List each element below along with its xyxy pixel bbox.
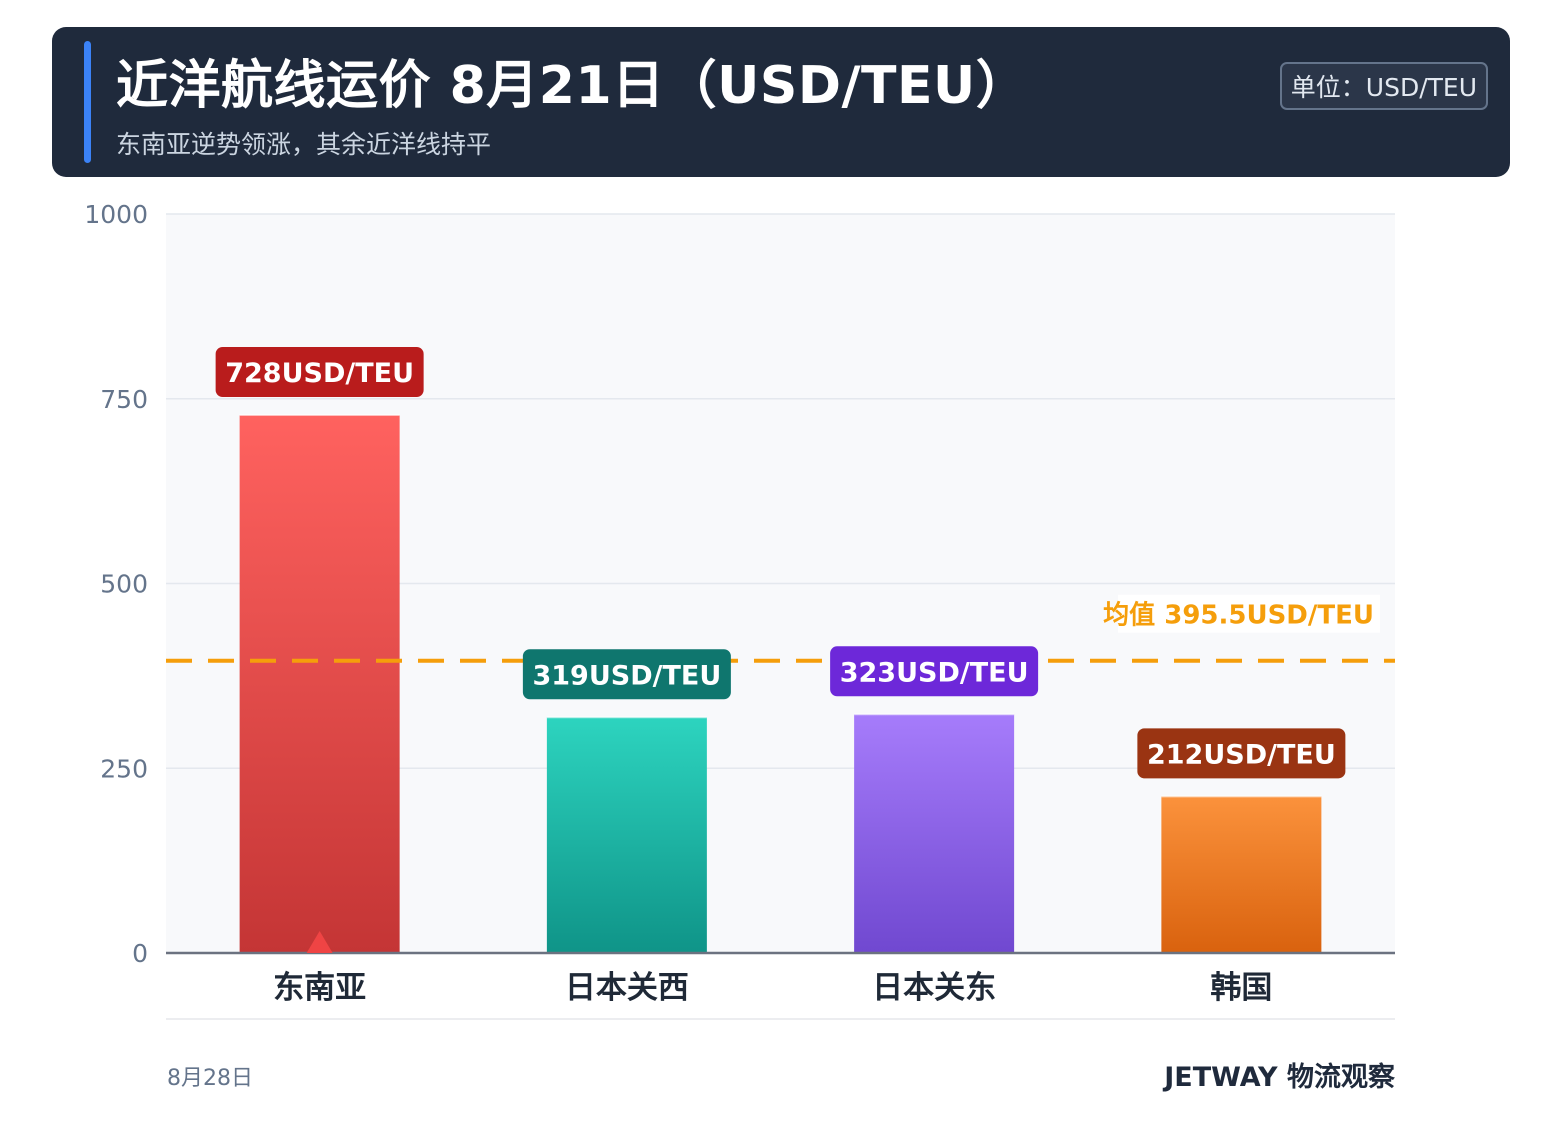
chart-subtitle: 东南亚逆势领涨，其余近洋线持平 (116, 130, 492, 159)
y-tick-label: 1000 (84, 200, 148, 229)
bar (1161, 796, 1322, 953)
data-label: 319USD/TEU (532, 660, 721, 691)
data-label-badge (522, 649, 731, 700)
footer-brand: JETWAY 物流观察 (1164, 1062, 1395, 1093)
header-accent-bar (84, 41, 91, 163)
unit-badge: 单位：USD/TEU (1279, 62, 1488, 110)
data-label: 728USD/TEU (225, 358, 414, 389)
x-category-label: 韩国 (1210, 970, 1272, 1006)
data-label-badge (830, 646, 1039, 697)
data-label: 323USD/TEU (840, 657, 1029, 688)
y-tick-label: 250 (100, 754, 148, 783)
header-banner: 近洋航线运价 8月21日（USD/TEU） 东南亚逆势领涨，其余近洋线持平 单位… (52, 27, 1510, 177)
mean-label-bg (1118, 594, 1380, 633)
mean-reference-label: 均值 395.5USD/TEU (1103, 601, 1374, 631)
x-category-label: 日本关西 (565, 970, 689, 1006)
data-label: 212USD/TEU (1147, 739, 1336, 770)
x-category-label: 日本关东 (872, 970, 996, 1006)
bar (854, 714, 1015, 953)
data-label-badge (1137, 728, 1346, 779)
x-category-label: 东南亚 (273, 970, 366, 1006)
footer-date: 8月28日 (167, 1066, 253, 1091)
bar (546, 717, 707, 953)
data-label-badge (215, 347, 424, 398)
chart-title: 近洋航线运价 8月21日（USD/TEU） (116, 56, 1029, 116)
up-arrow-icon (306, 931, 333, 953)
y-tick-label: 0 (132, 939, 148, 968)
bar (239, 415, 400, 953)
y-tick-label: 500 (100, 570, 148, 599)
y-tick-label: 750 (100, 385, 148, 414)
